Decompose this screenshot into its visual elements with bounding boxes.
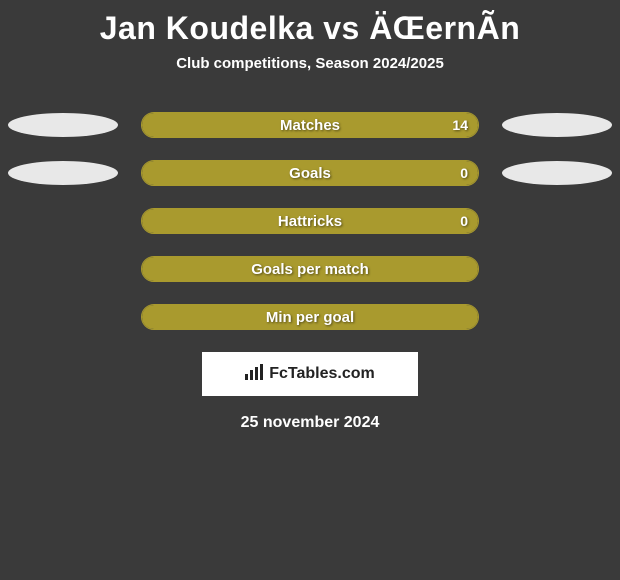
stat-bar: Goals per match	[141, 256, 479, 282]
chart-icon	[245, 364, 265, 385]
stat-value: 14	[452, 117, 468, 133]
stat-value: 0	[460, 213, 468, 229]
logo-text: FcTables.com	[269, 365, 375, 383]
comparison-widget: Jan Koudelka vs ÄŒernÃ­n Club competitio…	[0, 0, 620, 432]
subtitle: Club competitions, Season 2024/2025	[0, 55, 620, 72]
player-right-marker	[502, 161, 612, 185]
player-left-marker	[8, 113, 118, 137]
date-text: 25 november 2024	[0, 414, 620, 432]
player-right-marker	[502, 113, 612, 137]
stat-bar: Min per goal	[141, 304, 479, 330]
player-left-marker	[8, 161, 118, 185]
stat-bar: Matches 14	[141, 112, 479, 138]
stat-label: Goals	[289, 165, 331, 182]
stat-label: Goals per match	[251, 261, 369, 278]
site-logo[interactable]: FcTables.com	[202, 352, 418, 396]
stat-label: Min per goal	[266, 309, 354, 326]
stat-row-goals: Goals 0	[0, 160, 620, 186]
stat-row-hattricks: Hattricks 0	[0, 208, 620, 234]
stat-label: Hattricks	[278, 213, 342, 230]
stat-label: Matches	[280, 117, 340, 134]
stat-row-matches: Matches 14	[0, 112, 620, 138]
stat-bar: Goals 0	[141, 160, 479, 186]
stat-value: 0	[460, 165, 468, 181]
stat-row-goals-per-match: Goals per match	[0, 256, 620, 282]
stat-row-min-per-goal: Min per goal	[0, 304, 620, 330]
stat-rows: Matches 14 Goals 0 Hattricks 0	[0, 112, 620, 330]
page-title: Jan Koudelka vs ÄŒernÃ­n	[0, 10, 620, 47]
stat-bar: Hattricks 0	[141, 208, 479, 234]
